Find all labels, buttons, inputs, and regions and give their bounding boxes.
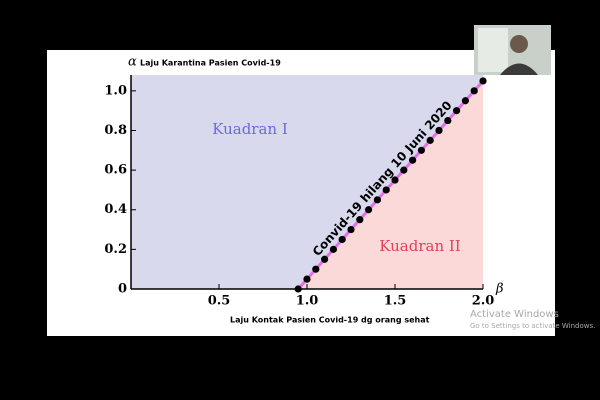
boundary-line <box>297 79 485 290</box>
boundary-point <box>409 156 417 164</box>
region-label: Kuadran I <box>212 120 288 138</box>
webcam <box>474 25 551 75</box>
y-tick-label: 0.6 <box>104 163 127 178</box>
boundary-point <box>365 206 373 214</box>
x-tick-label: 2.0 <box>472 294 495 309</box>
boundary-point <box>435 126 443 135</box>
boundary-point <box>294 285 302 293</box>
x-axis-label: Laju Kontak Pasien Covid-19 dg orang seh… <box>230 316 430 325</box>
boundary-point <box>470 87 478 95</box>
boundary-point <box>338 235 346 244</box>
y-tick-label: 0.8 <box>104 123 127 138</box>
x-tick-label: 1.5 <box>384 294 407 309</box>
y-tick-label: 0 <box>118 282 127 297</box>
boundary-point <box>426 136 434 144</box>
boundary-point <box>329 245 337 253</box>
boundary-point <box>356 216 364 224</box>
activation-title: Activate Windows <box>470 309 559 320</box>
boundary-point <box>303 275 311 283</box>
boundary-point <box>417 146 425 154</box>
y-axis-symbol: α <box>128 55 137 70</box>
boundary-point <box>391 176 399 184</box>
y-tick-label: 0.4 <box>104 202 127 217</box>
y-tick-label: 1.0 <box>104 83 127 98</box>
y-axis-label: Laju Karantina Pasien Covid-19 <box>140 59 281 68</box>
y-tick-label: 0.2 <box>104 242 127 257</box>
x-axis-symbol: β <box>495 282 504 297</box>
activation-subtitle: Go to Settings to activate Windows. <box>470 322 595 330</box>
boundary-point <box>312 265 320 273</box>
region-label: Kuadran II <box>379 237 461 255</box>
boundary-point <box>347 225 355 234</box>
boundary-point <box>461 97 469 105</box>
boundary-point <box>382 186 390 194</box>
boundary-point <box>373 196 381 204</box>
x-tick-label: 1.0 <box>296 294 319 309</box>
boundary-point <box>444 116 452 125</box>
boundary-point <box>400 166 408 174</box>
x-tick-label: 0.5 <box>208 294 231 309</box>
boundary-point <box>479 77 487 85</box>
boundary-point <box>453 107 461 115</box>
boundary-point <box>321 255 329 263</box>
